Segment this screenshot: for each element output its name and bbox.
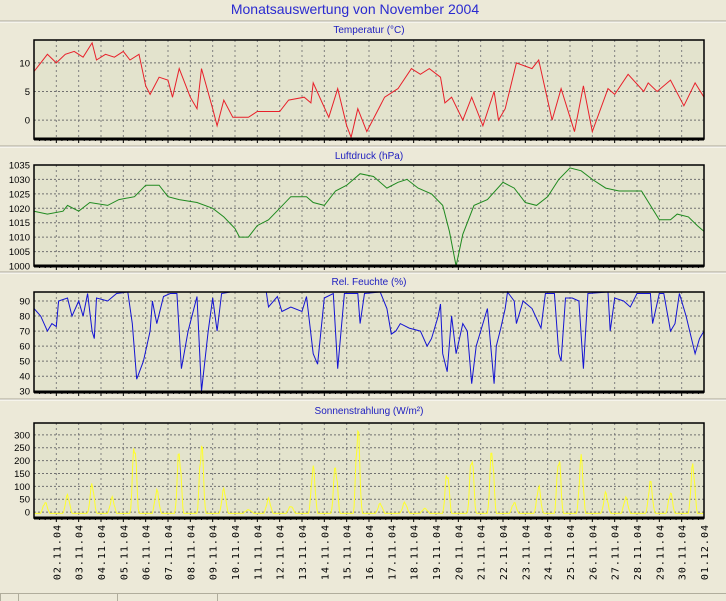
x-tick-label: 16.11.04 [365, 524, 376, 580]
x-tick-label: 20.11.04 [454, 524, 465, 580]
y-tick-label: 200 [14, 456, 30, 467]
temperature-title: Temperatur (°C) [333, 25, 404, 36]
y-tick-label: 1020 [9, 204, 30, 215]
y-tick-label: 0 [25, 116, 30, 127]
humidity-title: Rel. Feuchte (%) [331, 277, 406, 288]
y-tick-label: 1010 [9, 233, 30, 244]
pressure-title: Luftdruck (hPa) [335, 151, 403, 162]
x-tick-label: 24.11.04 [544, 524, 555, 580]
y-tick-label: 70 [19, 327, 30, 338]
x-tick-label: 19.11.04 [432, 524, 443, 580]
y-tick-label: 40 [19, 372, 30, 383]
main-title: Monatsauswertung von November 2004 [231, 1, 479, 17]
x-tick-label: 25.11.04 [566, 524, 577, 580]
temperature-series-line [33, 41, 705, 140]
x-tick-label: 04.11.04 [97, 524, 108, 580]
status-pane-4 [217, 593, 726, 601]
x-tick-label: 21.11.04 [477, 524, 488, 580]
x-tick-label: 17.11.04 [387, 524, 398, 580]
x-tick-label: 10.11.04 [231, 524, 242, 580]
y-tick-label: 1030 [9, 175, 30, 186]
x-tick-label: 23.11.04 [521, 524, 532, 580]
y-tick-label: 10 [19, 58, 30, 69]
x-tick-label: 18.11.04 [410, 524, 421, 580]
y-tick-label: 5 [25, 87, 30, 98]
x-tick-label: 22.11.04 [499, 524, 510, 580]
pressure-panel: Luftdruck (hPa) 1000 1005 1010 1015 1020 1025 1… [0, 145, 726, 273]
y-tick-label: 50 [19, 495, 30, 506]
humidity-panel: Rel. Feuchte (%) 30 40 50 60 70 80 90 [0, 271, 726, 398]
y-tick-label: 100 [14, 482, 30, 493]
y-tick-label: 50 [19, 357, 30, 368]
y-tick-label: 30 [19, 387, 30, 398]
x-tick-label: 05.11.04 [119, 524, 130, 580]
y-tick-label: 90 [19, 297, 30, 308]
y-tick-label: 1035 [9, 161, 30, 172]
status-pane-2 [18, 593, 118, 601]
x-tick-label: 02.11.04 [52, 524, 63, 580]
solar-series-line [34, 429, 704, 514]
solar-title: Sonnenstrahlung (W/m²) [315, 406, 424, 417]
y-tick-label: 0 [25, 508, 30, 519]
y-tick-label: 1005 [9, 247, 30, 258]
x-tick-label: 08.11.04 [186, 524, 197, 580]
x-tick-label: 28.11.04 [633, 524, 644, 580]
x-tick-label: 09.11.04 [209, 524, 220, 580]
status-pane-3 [117, 593, 218, 601]
plot-area [34, 40, 704, 139]
y-tick-label: 300 [14, 430, 30, 441]
y-tick-label: 80 [19, 312, 30, 323]
solar-panel: Sonnenstrahlung (W/m²) 0 50 100 150 200 250 300 [0, 398, 726, 522]
x-tick-label: 07.11.04 [164, 524, 175, 580]
x-tick-label: 11.11.04 [253, 524, 264, 580]
y-tick-label: 60 [19, 342, 30, 353]
y-tick-label: 250 [14, 443, 30, 454]
y-tick-label: 150 [14, 469, 30, 480]
x-tick-label: 29.11.04 [655, 524, 666, 580]
x-tick-label: 12.11.04 [276, 524, 287, 580]
y-tick-label: 1025 [9, 189, 30, 200]
x-tick-label: 03.11.04 [75, 524, 86, 580]
y-tick-label: 1015 [9, 218, 30, 229]
status-pane-1 [0, 593, 19, 601]
x-tick-label: 01.12.04 [700, 524, 711, 580]
y-tick-label: 1000 [9, 262, 30, 273]
temperature-panel: Temperatur (°C) 0 5 10 [0, 20, 726, 143]
x-tick-label: 14.11.04 [320, 524, 331, 580]
x-tick-label: 13.11.04 [298, 524, 309, 580]
humidity-series-line [33, 290, 705, 392]
x-tick-label: 15.11.04 [343, 524, 354, 580]
x-tick-label: 06.11.04 [142, 524, 153, 580]
x-tick-label: 26.11.04 [588, 524, 599, 580]
x-tick-label: 30.11.04 [678, 524, 689, 580]
pressure-series-line [33, 167, 705, 267]
x-tick-label: 27.11.04 [611, 524, 622, 580]
